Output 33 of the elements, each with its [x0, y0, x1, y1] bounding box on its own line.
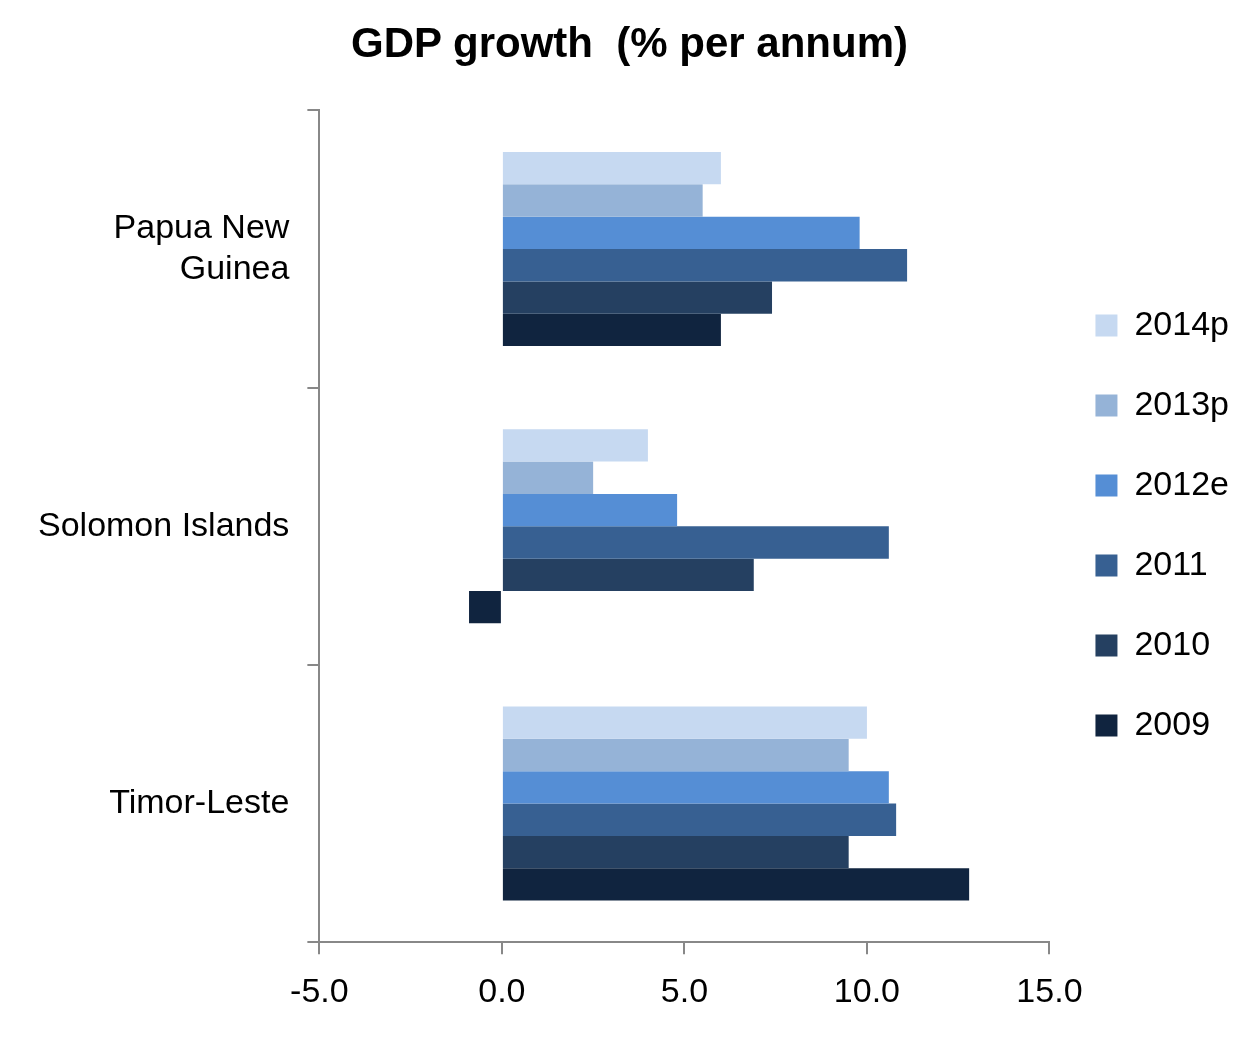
bar [502, 184, 703, 217]
bar [502, 151, 721, 185]
x-tick-label: 10.0 [833, 970, 901, 1009]
x-tick-label: 5.0 [660, 970, 709, 1009]
y-tick-label: Papua New Guinea [113, 207, 290, 286]
bar [502, 558, 754, 591]
bar [502, 461, 594, 494]
bar [502, 313, 721, 347]
bar [502, 249, 908, 282]
bar [502, 738, 849, 772]
legend-label: 2014p [1134, 303, 1229, 342]
bar [502, 803, 897, 836]
legend-label: 2013p [1134, 383, 1229, 422]
y-tick-label: Solomon Islands [37, 504, 290, 543]
x-tick-label: -5.0 [290, 970, 349, 1009]
legend-label: 2011 [1134, 543, 1208, 582]
bar [502, 706, 867, 739]
y-tick-label: Timor-Leste [109, 781, 290, 820]
x-tick-label: 0.0 [478, 970, 526, 1009]
x-tick-label: 15.0 [1016, 970, 1083, 1009]
bar [469, 591, 501, 624]
legend-label: 2009 [1134, 703, 1211, 742]
legend-label: 2012e [1134, 463, 1229, 502]
bar [502, 429, 648, 462]
bar [502, 281, 773, 314]
bar [502, 835, 849, 869]
chart-title: GDP growth (% per annum) [351, 18, 908, 66]
bar [502, 868, 970, 901]
bar [502, 216, 860, 250]
bar [502, 771, 889, 804]
bar [502, 526, 889, 559]
legend-label: 2010 [1134, 623, 1211, 662]
bar [502, 493, 678, 527]
